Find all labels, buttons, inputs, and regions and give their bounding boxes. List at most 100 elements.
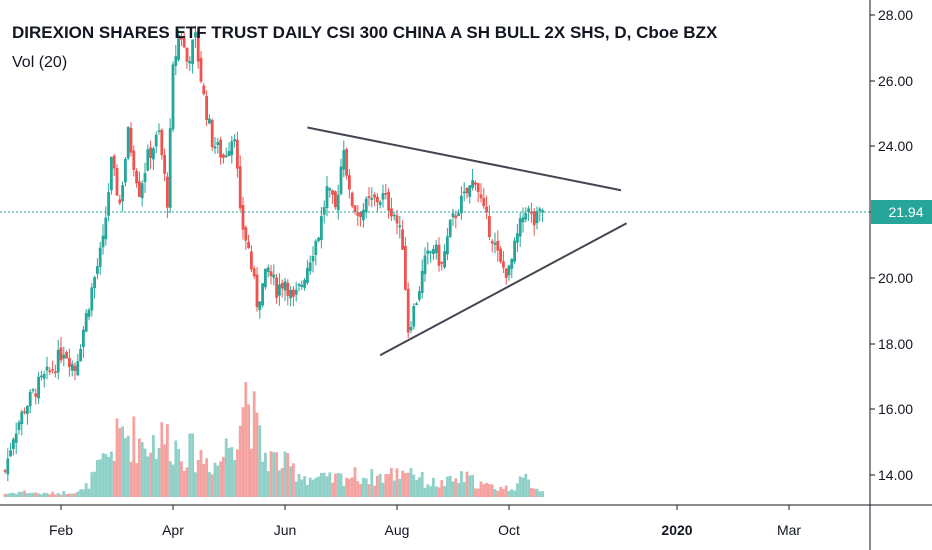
- volume-bar: [378, 473, 382, 497]
- candle-body: [230, 141, 234, 156]
- volume-bar: [233, 460, 236, 497]
- volume-bar: [216, 465, 220, 497]
- volume-bar: [87, 488, 91, 497]
- candle-body: [177, 34, 180, 60]
- volume-bar: [504, 485, 508, 497]
- candle-body: [530, 211, 533, 214]
- candle-body: [168, 128, 172, 208]
- volume-bar: [314, 477, 318, 497]
- candle-body: [42, 373, 46, 379]
- volume-bar: [370, 469, 374, 497]
- volume-bar: [457, 482, 460, 497]
- volume-bar: [213, 462, 217, 497]
- volume-bar: [308, 477, 312, 497]
- volume-bar: [208, 472, 211, 497]
- candle-body: [440, 262, 444, 264]
- volume-bar: [6, 493, 10, 497]
- volume-bar: [518, 476, 522, 497]
- last-price-badge: 21.94: [871, 200, 932, 224]
- candle-body: [121, 185, 124, 202]
- candle-body: [308, 262, 312, 272]
- candle-body: [171, 64, 175, 130]
- candle-body: [325, 186, 329, 208]
- volume-bar: [31, 492, 35, 497]
- volume-bar: [236, 449, 239, 497]
- x-tick-label: Oct: [498, 522, 520, 538]
- candle-body: [300, 284, 304, 287]
- candle-body: [429, 251, 432, 253]
- volume-bar: [362, 477, 365, 497]
- volume-bar: [541, 491, 544, 497]
- volume-bar: [132, 416, 136, 497]
- candle-body: [392, 214, 396, 217]
- volume-bar: [454, 478, 458, 497]
- volume-bar: [306, 484, 309, 497]
- volume-bar: [476, 488, 480, 497]
- volume-bar: [485, 482, 488, 497]
- candle-body: [345, 149, 348, 176]
- x-tick-label: Apr: [162, 522, 184, 538]
- candle-body: [488, 216, 491, 238]
- volume-bar: [68, 493, 71, 497]
- volume-bar: [17, 491, 21, 497]
- volume-bar: [280, 468, 284, 497]
- volume-bar: [404, 473, 407, 497]
- volume-bar: [126, 435, 130, 497]
- volume-bar: [401, 470, 404, 497]
- candle-body: [40, 375, 43, 378]
- candle-body: [451, 213, 455, 218]
- volume-bar: [264, 452, 267, 497]
- candle-body: [507, 265, 511, 276]
- candle-body: [465, 187, 469, 194]
- volume-bar: [244, 382, 248, 497]
- candle-body: [364, 198, 368, 213]
- candle-body: [112, 155, 116, 169]
- volume-bar: [23, 490, 26, 497]
- candle-body: [311, 256, 315, 262]
- x-tick-label: Feb: [49, 522, 73, 538]
- candle-body: [96, 266, 99, 274]
- candle-body: [160, 129, 164, 156]
- volume-bar: [524, 473, 528, 497]
- candle-body: [101, 235, 105, 248]
- volume-bar: [516, 483, 519, 497]
- candle-body: [26, 406, 29, 415]
- candle-body: [471, 180, 474, 188]
- candle-body: [216, 142, 220, 145]
- candle-body: [387, 191, 390, 211]
- volume-bar: [104, 454, 108, 497]
- candle-body: [20, 411, 24, 425]
- candle-body: [6, 458, 10, 475]
- volume-bar: [96, 460, 99, 497]
- volume-bar: [230, 447, 234, 497]
- volume-bar: [353, 467, 357, 497]
- volume-bar: [65, 493, 68, 497]
- volume-bar: [300, 479, 304, 497]
- candle-body: [457, 213, 460, 217]
- candle-body: [266, 267, 270, 272]
- volume-bar: [180, 461, 183, 497]
- volume-bars: [3, 382, 544, 497]
- candle-body: [124, 159, 127, 183]
- trendline[interactable]: [379, 222, 628, 357]
- candle-body: [376, 196, 379, 203]
- volume-bar: [14, 493, 18, 497]
- volume-bar: [84, 483, 88, 497]
- volume-bar: [56, 492, 60, 497]
- candle-body: [188, 61, 192, 64]
- volume-indicator-label[interactable]: Vol (20): [12, 54, 67, 71]
- volume-bar: [465, 471, 469, 497]
- volume-bar: [359, 484, 362, 497]
- volume-bar: [448, 475, 452, 497]
- volume-bar: [238, 425, 242, 497]
- volume-bar: [93, 471, 96, 497]
- candle-body: [485, 206, 488, 213]
- volume-bar: [482, 484, 486, 497]
- volume-bar: [532, 488, 536, 497]
- volume-bar: [76, 491, 80, 497]
- candle-body: [490, 241, 494, 244]
- candle-body: [535, 211, 539, 224]
- trendline[interactable]: [307, 126, 622, 192]
- candle-body: [395, 215, 399, 224]
